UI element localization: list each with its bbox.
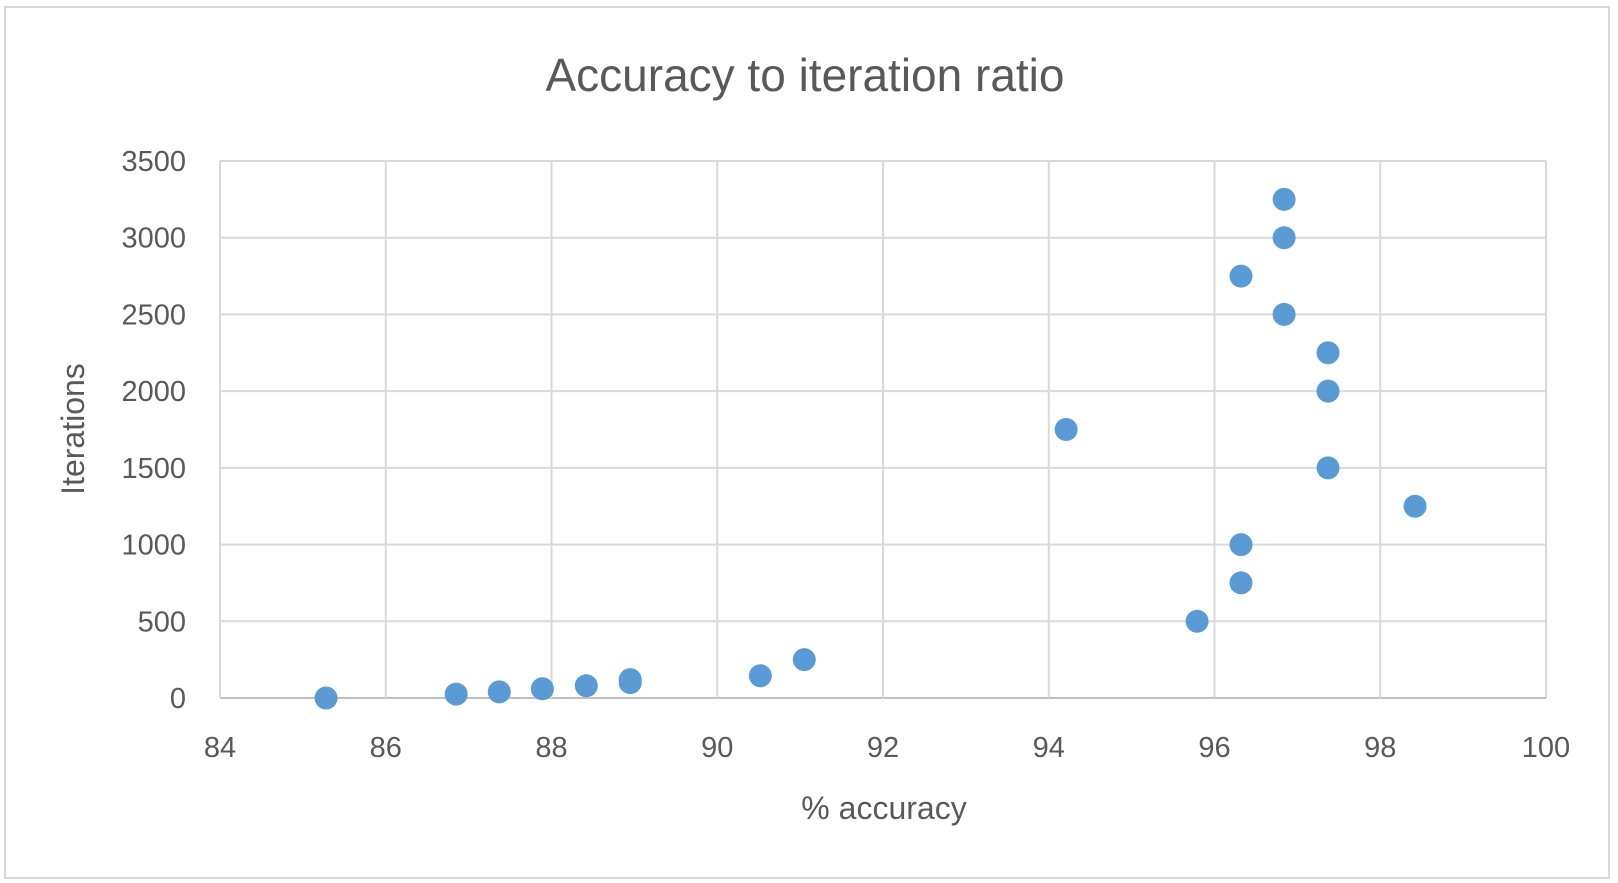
data-point-15: [1272, 226, 1296, 250]
y-tick-label-2: 1000: [121, 530, 186, 562]
data-point-16: [1272, 187, 1296, 211]
data-point-13: [1229, 264, 1253, 288]
y-axis-title: Iterations: [55, 363, 91, 495]
chart-frame: [4, 6, 1610, 879]
data-point-17: [1316, 456, 1340, 480]
data-point-10: [1185, 609, 1209, 633]
data-point-2: [487, 680, 511, 704]
x-tick-label-4: 92: [867, 732, 899, 764]
y-tick-label-5: 2500: [121, 299, 186, 331]
data-point-11: [1229, 571, 1253, 595]
x-tick-label-2: 88: [535, 732, 567, 764]
data-point-1: [444, 682, 468, 706]
data-point-8: [792, 648, 816, 672]
data-point-4: [574, 674, 598, 698]
y-tick-label-0: 0: [170, 683, 186, 715]
data-point-6: [618, 668, 642, 692]
data-point-20: [1403, 494, 1427, 518]
y-tick-label-4: 2000: [121, 376, 186, 408]
data-point-3: [530, 677, 554, 701]
x-tick-label-5: 94: [1033, 732, 1065, 764]
y-tick-label-3: 1500: [121, 453, 186, 485]
data-point-18: [1316, 379, 1340, 403]
x-axis-title: % accuracy: [801, 790, 966, 826]
tick-labels: 0 500 1000 1500 2000 2500 3000 3500 84 86 88 90 92 94…: [121, 146, 1570, 764]
data-point-12: [1229, 533, 1253, 557]
x-tick-label-8: 100: [1522, 732, 1570, 764]
data-point-7: [748, 664, 772, 688]
y-tick-label-6: 3000: [121, 223, 186, 255]
y-tick-label-1: 500: [138, 606, 186, 638]
x-tick-label-6: 96: [1198, 732, 1230, 764]
data-point-14: [1272, 302, 1296, 326]
y-tick-label-7: 3500: [121, 146, 186, 178]
gridlines: [219, 160, 1547, 699]
x-tick-label-0: 84: [204, 732, 236, 764]
chart-title: Accuracy to iteration ratio: [545, 49, 1064, 101]
data-point-19: [1316, 341, 1340, 365]
x-tick-label-7: 98: [1364, 732, 1396, 764]
x-tick-label-3: 90: [701, 732, 733, 764]
data-point-0: [314, 686, 338, 710]
data-point-9: [1054, 418, 1078, 441]
x-tick-label-1: 86: [370, 732, 402, 764]
data-points: [314, 187, 1427, 710]
